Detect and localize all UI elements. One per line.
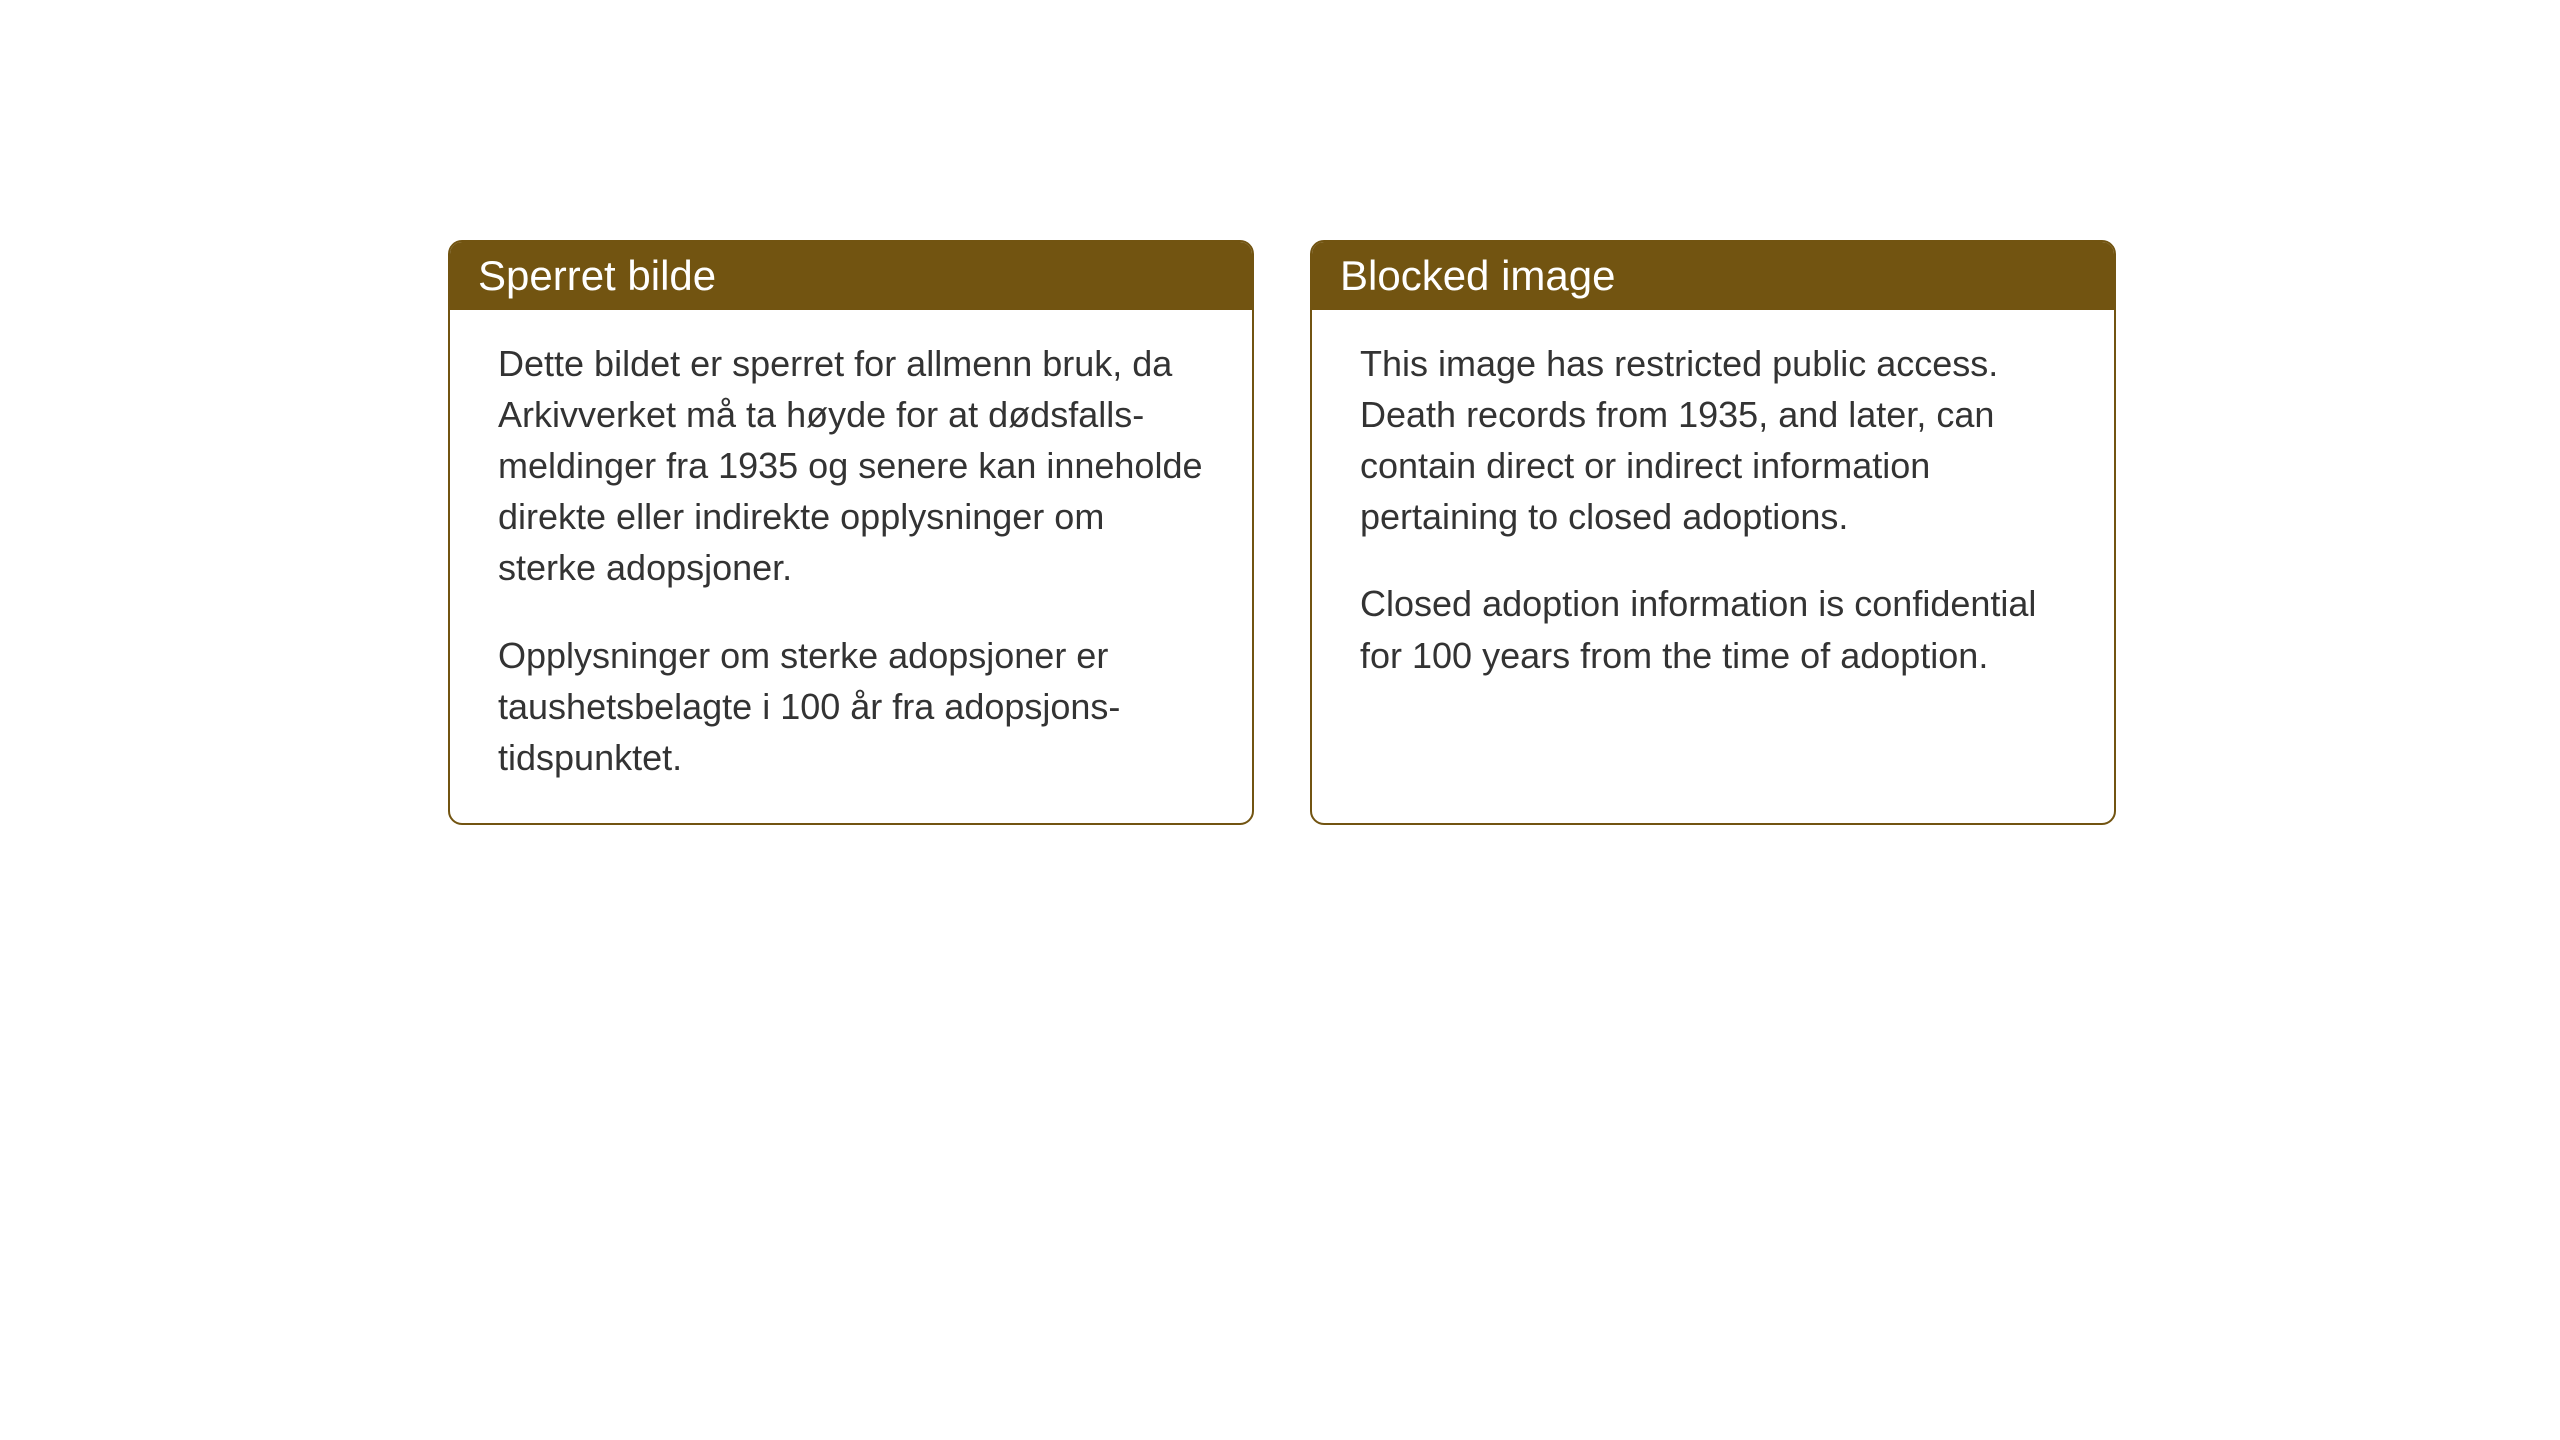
english-card-body: This image has restricted public access.… bbox=[1312, 310, 2114, 721]
norwegian-card-body: Dette bildet er sperret for allmenn bruk… bbox=[450, 310, 1252, 823]
norwegian-card-title: Sperret bilde bbox=[450, 242, 1252, 310]
english-paragraph-2: Closed adoption information is confident… bbox=[1360, 578, 2066, 680]
english-card-title: Blocked image bbox=[1312, 242, 2114, 310]
norwegian-paragraph-2: Opplysninger om sterke adopsjoner er tau… bbox=[498, 630, 1204, 783]
norwegian-paragraph-1: Dette bildet er sperret for allmenn bruk… bbox=[498, 338, 1204, 594]
norwegian-card: Sperret bilde Dette bildet er sperret fo… bbox=[448, 240, 1254, 825]
cards-container: Sperret bilde Dette bildet er sperret fo… bbox=[448, 240, 2116, 825]
english-paragraph-1: This image has restricted public access.… bbox=[1360, 338, 2066, 542]
english-card: Blocked image This image has restricted … bbox=[1310, 240, 2116, 825]
